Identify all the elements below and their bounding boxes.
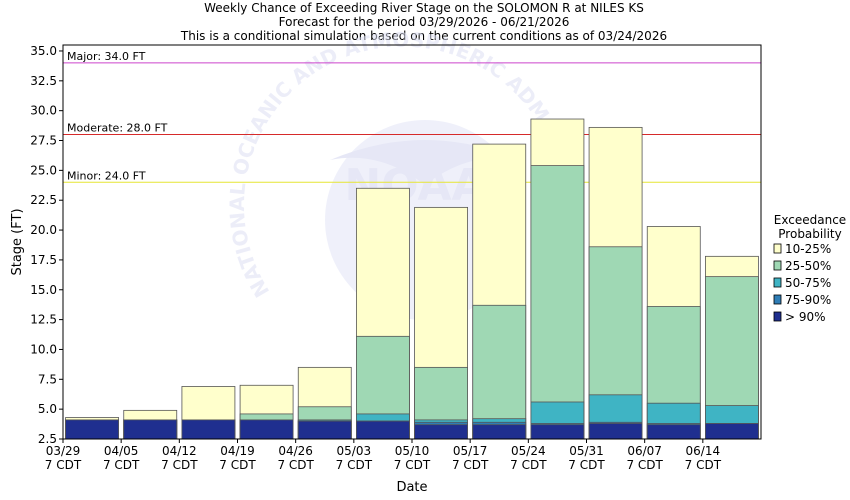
chart-title-line-2: Forecast for the period 03/29/2026 - 06/… — [279, 15, 570, 29]
chart-title-line-1: Weekly Chance of Exceeding River Stage o… — [204, 1, 644, 15]
x-tick-sublabel-8: 7 CDT — [510, 458, 547, 472]
chart-title: Weekly Chance of Exceeding River Stage o… — [180, 1, 667, 43]
y-tick-label-6: 17.5 — [30, 253, 57, 267]
x-tick-label-6: 05/10 — [395, 444, 430, 458]
x-tick-label-8: 05/24 — [511, 444, 546, 458]
y-tick-label-11: 30.0 — [30, 104, 57, 118]
flood-label-2: Minor: 24.0 FT — [67, 169, 146, 182]
y-axis-title: Stage (FT) — [10, 208, 25, 275]
legend-label-2: 50-75% — [785, 276, 831, 290]
y-tick-label-1: 5.0 — [38, 402, 57, 416]
y-tick-label-3: 10.0 — [30, 342, 57, 356]
x-tick-label-5: 05/03 — [337, 444, 372, 458]
x-tick-label-3: 04/19 — [220, 444, 255, 458]
y-tick-label-5: 15.0 — [30, 283, 57, 297]
bar-05/03-> 90% — [356, 420, 410, 440]
flood-level-lines: Major: 34.0 FT Moderate: 28.0 FT Minor: 24… — [63, 50, 761, 183]
bar-03/29-> 90% — [65, 419, 119, 440]
y-tick-label-8: 22.5 — [30, 193, 57, 207]
x-tick-sublabel-0: 7 CDT — [45, 458, 82, 472]
bar-04/19-> 90% — [239, 419, 294, 440]
bar-05/24-25-50% — [530, 165, 585, 440]
legend-label-1: 25-50% — [785, 259, 831, 273]
x-tick-label-1: 04/05 — [104, 444, 139, 458]
x-tick-label-0: 03/29 — [46, 444, 81, 458]
bar-04/12-> 90% — [181, 419, 236, 440]
bar-05/31-> 90% — [588, 423, 643, 440]
bar-04/05-> 90% — [123, 419, 178, 440]
x-tick-label-7: 05/17 — [453, 444, 488, 458]
bars — [65, 118, 759, 440]
x-tick-sublabel-7: 7 CDT — [452, 458, 489, 472]
y-tick-label-10: 27.5 — [30, 134, 57, 148]
x-tick-sublabel-3: 7 CDT — [219, 458, 256, 472]
y-tick-label-12: 32.5 — [30, 74, 57, 88]
legend-swatch-0 — [773, 243, 782, 254]
legend-swatch-4 — [773, 311, 782, 322]
y-axis: 2.5 5.0 7.5 10.0 12.5 15.0 17.5 20.0 22.5 25.0 27.… — [30, 44, 63, 446]
x-axis-title: Date — [396, 480, 427, 495]
x-tick-sublabel-5: 7 CDT — [336, 458, 373, 472]
y-tick-label-13: 35.0 — [30, 44, 57, 58]
legend-swatch-2 — [773, 277, 782, 288]
x-tick-sublabel-10: 7 CDT — [626, 458, 663, 472]
bar-04/26-> 90% — [297, 420, 352, 440]
x-tick-sublabel-11: 7 CDT — [685, 458, 722, 472]
legend-swatch-3 — [773, 294, 782, 305]
y-tick-label-2: 7.5 — [38, 372, 57, 386]
legend: Exceedance Probability 10-25% 25-50% 50-75… — [773, 213, 846, 324]
y-tick-label-7: 20.0 — [30, 223, 57, 237]
bar-05/17-25-50% — [472, 304, 527, 440]
x-tick-sublabel-6: 7 CDT — [394, 458, 431, 472]
bar-06/07-> 90% — [646, 424, 701, 440]
x-tick-label-2: 04/12 — [162, 444, 197, 458]
legend-swatch-1 — [773, 260, 782, 271]
y-tick-label-4: 12.5 — [30, 313, 57, 327]
legend-label-4: > 90% — [785, 310, 826, 324]
x-tick-sublabel-4: 7 CDT — [277, 458, 314, 472]
flood-label-0: Major: 34.0 FT — [67, 50, 146, 63]
y-tick-label-0: 2.5 — [38, 432, 57, 446]
legend-label-3: 75-90% — [785, 293, 831, 307]
x-tick-label-9: 05/31 — [569, 444, 604, 458]
legend-label-0: 10-25% — [785, 242, 831, 256]
x-tick-label-11: 06/14 — [686, 444, 721, 458]
x-tick-label-4: 04/26 — [278, 444, 313, 458]
x-tick-label-10: 06/07 — [627, 444, 662, 458]
chart-title-line-3: This is a conditional simulation based o… — [180, 29, 667, 43]
y-tick-label-9: 25.0 — [30, 163, 57, 177]
bar-05/24-> 90% — [530, 424, 585, 440]
legend-title-line-2: Probability — [778, 227, 841, 241]
bar-05/17-> 90% — [472, 424, 527, 440]
x-tick-sublabel-9: 7 CDT — [568, 458, 605, 472]
bar-05/10-> 90% — [414, 424, 468, 440]
legend-title-line-1: Exceedance — [774, 213, 846, 227]
flood-label-1: Moderate: 28.0 FT — [67, 122, 168, 135]
x-tick-sublabel-1: 7 CDT — [103, 458, 140, 472]
bar-06/14-> 90% — [705, 423, 759, 440]
x-tick-sublabel-2: 7 CDT — [161, 458, 198, 472]
